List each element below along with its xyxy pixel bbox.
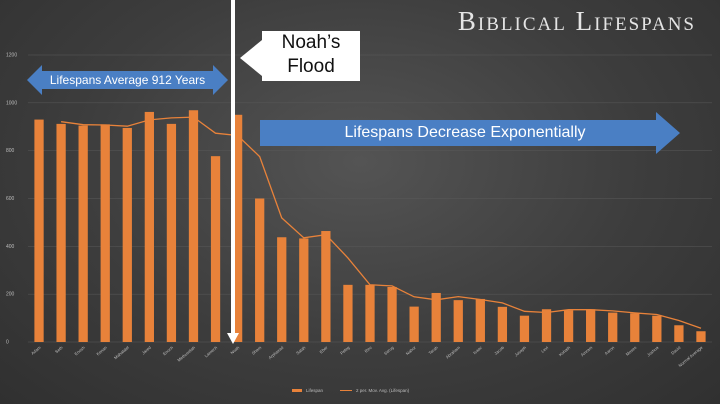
bar — [56, 123, 66, 342]
bar — [586, 309, 596, 342]
x-category-label: Nahor — [405, 345, 417, 357]
x-category-label: Mahalalel — [113, 345, 130, 360]
bar — [188, 110, 199, 342]
x-category-label: Aaron — [604, 345, 616, 356]
y-tick-label: 800 — [6, 148, 15, 154]
bar — [166, 123, 177, 342]
chart-title: Biblical Lifespans — [457, 6, 696, 36]
bar — [497, 306, 508, 342]
legend: Lifespan 2 per. Mov. Avg. (Lifespan) — [292, 388, 410, 393]
flood-label: Noah’s Flood — [262, 31, 360, 81]
y-axis: 0 200 400 600 800 1000 1200 — [6, 53, 17, 346]
x-category-label: Abraham — [445, 345, 462, 360]
x-category-label: Joseph — [514, 345, 528, 358]
bar — [608, 312, 618, 342]
legend-label-bar: Lifespan — [306, 388, 324, 393]
x-category-label: Seth — [54, 345, 64, 355]
left-double-arrow — [27, 65, 228, 95]
bar — [541, 309, 552, 342]
x-category-label: Lamech — [204, 345, 219, 359]
bar — [365, 284, 375, 342]
x-category-label: David — [670, 345, 682, 356]
x-category-label: Arphaxad — [267, 345, 284, 361]
bar — [321, 231, 331, 342]
bar — [122, 127, 132, 342]
bar — [299, 238, 309, 342]
bar-series — [34, 110, 706, 343]
bar — [78, 125, 88, 342]
bar — [630, 313, 640, 342]
bar — [431, 292, 441, 342]
x-category-label: Shem — [251, 345, 263, 356]
moving-average-line — [61, 116, 702, 329]
flood-callout — [240, 31, 360, 81]
bar — [343, 284, 353, 342]
x-category-label: Salah — [295, 345, 307, 356]
x-category-label: Adam — [30, 345, 42, 356]
bar — [563, 310, 574, 342]
legend-label-line: 2 per. Mov. Avg. (Lifespan) — [356, 388, 410, 393]
x-category-label: Moses — [625, 345, 638, 357]
legend-swatch-bar — [292, 389, 302, 392]
bar — [144, 111, 154, 343]
bar — [277, 237, 287, 342]
y-tick-label: 1000 — [6, 100, 17, 106]
x-category-label: Joshua — [646, 345, 660, 358]
right-arrow-label: Lifespans Decrease Exponentially — [344, 124, 586, 141]
bar — [475, 298, 485, 342]
x-category-label: Methuselah — [176, 345, 196, 363]
x-category-label: Normal Average — [677, 345, 704, 369]
flood-label-line1: Noah’s — [281, 32, 341, 53]
x-category-label: Jacob — [493, 345, 505, 356]
x-category-label: Kohath — [558, 345, 572, 358]
y-tick-label: 200 — [6, 292, 15, 298]
x-category-label: Eber — [319, 345, 329, 355]
x-category-label: Isaac — [472, 345, 483, 355]
x-category-label: Reu — [364, 345, 374, 354]
bar — [409, 306, 419, 342]
left-arrow-label: Lifespans Average 912 Years — [49, 73, 206, 87]
bar — [232, 114, 243, 343]
x-axis: Adam Seth Enosh Kenan Mahalalel Jared Enoch Met… — [30, 345, 704, 369]
bar — [674, 325, 684, 342]
x-category-label: Noah — [229, 345, 240, 356]
bar — [100, 124, 110, 342]
flood-label-line2: Flood — [287, 56, 335, 77]
x-category-label: Kenan — [95, 345, 108, 357]
y-tick-label: 600 — [6, 196, 15, 202]
bar — [652, 315, 662, 342]
bar — [34, 119, 44, 342]
y-tick-label: 400 — [6, 244, 15, 250]
bar — [210, 156, 221, 342]
x-category-label: Enosh — [73, 345, 86, 357]
gridlines — [28, 54, 712, 343]
right-arrow — [260, 112, 680, 154]
bar — [255, 198, 265, 342]
x-category-label: Jared — [141, 345, 153, 356]
x-category-label: Peleg — [339, 345, 351, 356]
y-tick-label: 1200 — [6, 53, 17, 59]
flood-line-arrowhead — [227, 333, 239, 344]
bar — [453, 300, 463, 342]
x-category-label: Levi — [540, 345, 549, 354]
x-category-label: Amram — [580, 345, 594, 358]
x-category-label: Terah — [428, 345, 440, 356]
x-category-label: Serug — [383, 345, 395, 356]
bar — [519, 315, 530, 342]
bar — [696, 331, 706, 342]
x-category-label: Enoch — [162, 345, 175, 357]
y-tick-label: 0 — [6, 340, 9, 346]
bar — [387, 286, 397, 342]
